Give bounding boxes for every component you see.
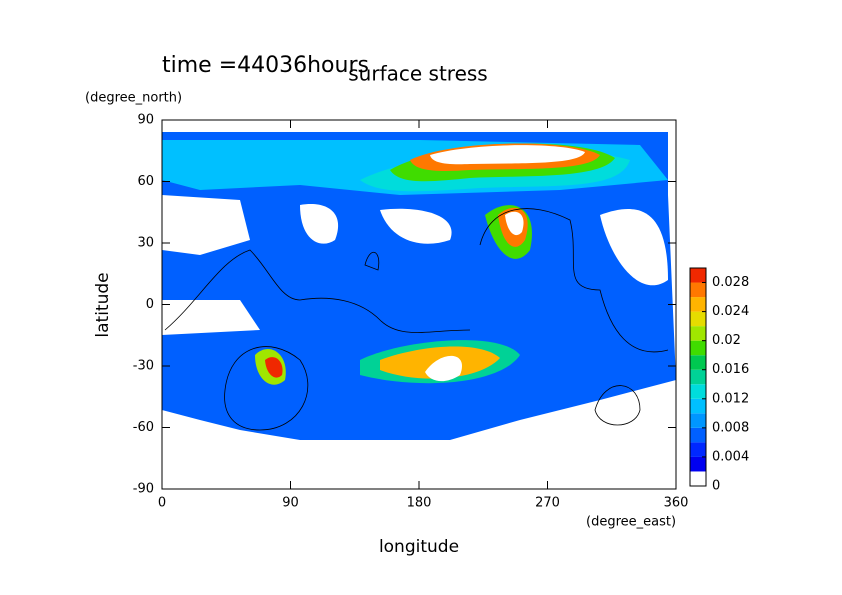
- colorbar-label: 0: [712, 479, 720, 494]
- y-tick-label: -90: [133, 482, 154, 497]
- colorbar-cell: [690, 413, 706, 428]
- contour-fill: [300, 204, 339, 244]
- y-tick-label: 90: [137, 113, 154, 128]
- x-tick-label: 90: [282, 496, 299, 511]
- colorbar-label: 0.008: [712, 420, 749, 435]
- contour-fill: [425, 355, 462, 382]
- colorbar-cell: [690, 471, 706, 486]
- colorbar-cell: [690, 355, 706, 370]
- y-tick-label: 30: [137, 236, 154, 251]
- colorbar-cell: [690, 326, 706, 341]
- colorbar-label: 0.004: [712, 449, 749, 464]
- colorbar-cell: [690, 456, 706, 472]
- contour-fill: [162, 195, 250, 255]
- contour-fill: [162, 440, 676, 489]
- coastlines: [164, 208, 669, 431]
- colorbar-cell: [690, 384, 706, 399]
- x-tick-label: 0: [158, 496, 166, 511]
- colorbar-cell: [690, 297, 706, 312]
- annotation: time =44036hours: [162, 53, 369, 78]
- colorbar-label: 0.024: [712, 304, 749, 319]
- contour-fill: [505, 211, 524, 236]
- colorbar-cell: [690, 268, 706, 283]
- colorbar-label: 0.016: [712, 362, 749, 377]
- colorbar-cell: [690, 340, 706, 356]
- colorbar-cell: [690, 442, 706, 457]
- colorbar-cell: [690, 369, 706, 385]
- contour-fill: [600, 208, 668, 286]
- colorbar-label: 0.02: [712, 333, 741, 348]
- y-unit: (degree_north): [85, 91, 182, 106]
- colorbar-label: 0.028: [712, 275, 749, 290]
- colorbar-cell: [690, 282, 706, 298]
- y-tick-label: 0: [146, 297, 154, 312]
- colorbar-cell: [690, 311, 706, 327]
- contour-fill: [380, 208, 452, 244]
- colorbar-cell: [690, 427, 706, 443]
- colorbar-label: 0.012: [712, 391, 749, 406]
- contour-fill: [430, 145, 585, 165]
- colorbar-cell: [690, 398, 706, 414]
- y-axis-label: latitude: [93, 272, 113, 337]
- contour-field: [162, 132, 676, 489]
- contour-fill: [265, 357, 283, 378]
- y-tick-label: -60: [133, 420, 154, 435]
- x-tick-label: 360: [664, 496, 689, 511]
- x-axis-label: longitude: [379, 537, 459, 557]
- x-tick-label: 270: [535, 496, 560, 511]
- y-tick-label: -30: [133, 359, 154, 374]
- colorbar-frame: [689, 267, 707, 487]
- x-tick-label: 180: [407, 496, 432, 511]
- x-unit: (degree_east): [586, 515, 676, 530]
- chart-title: surface stress: [348, 62, 487, 86]
- y-tick-label: 60: [137, 174, 154, 189]
